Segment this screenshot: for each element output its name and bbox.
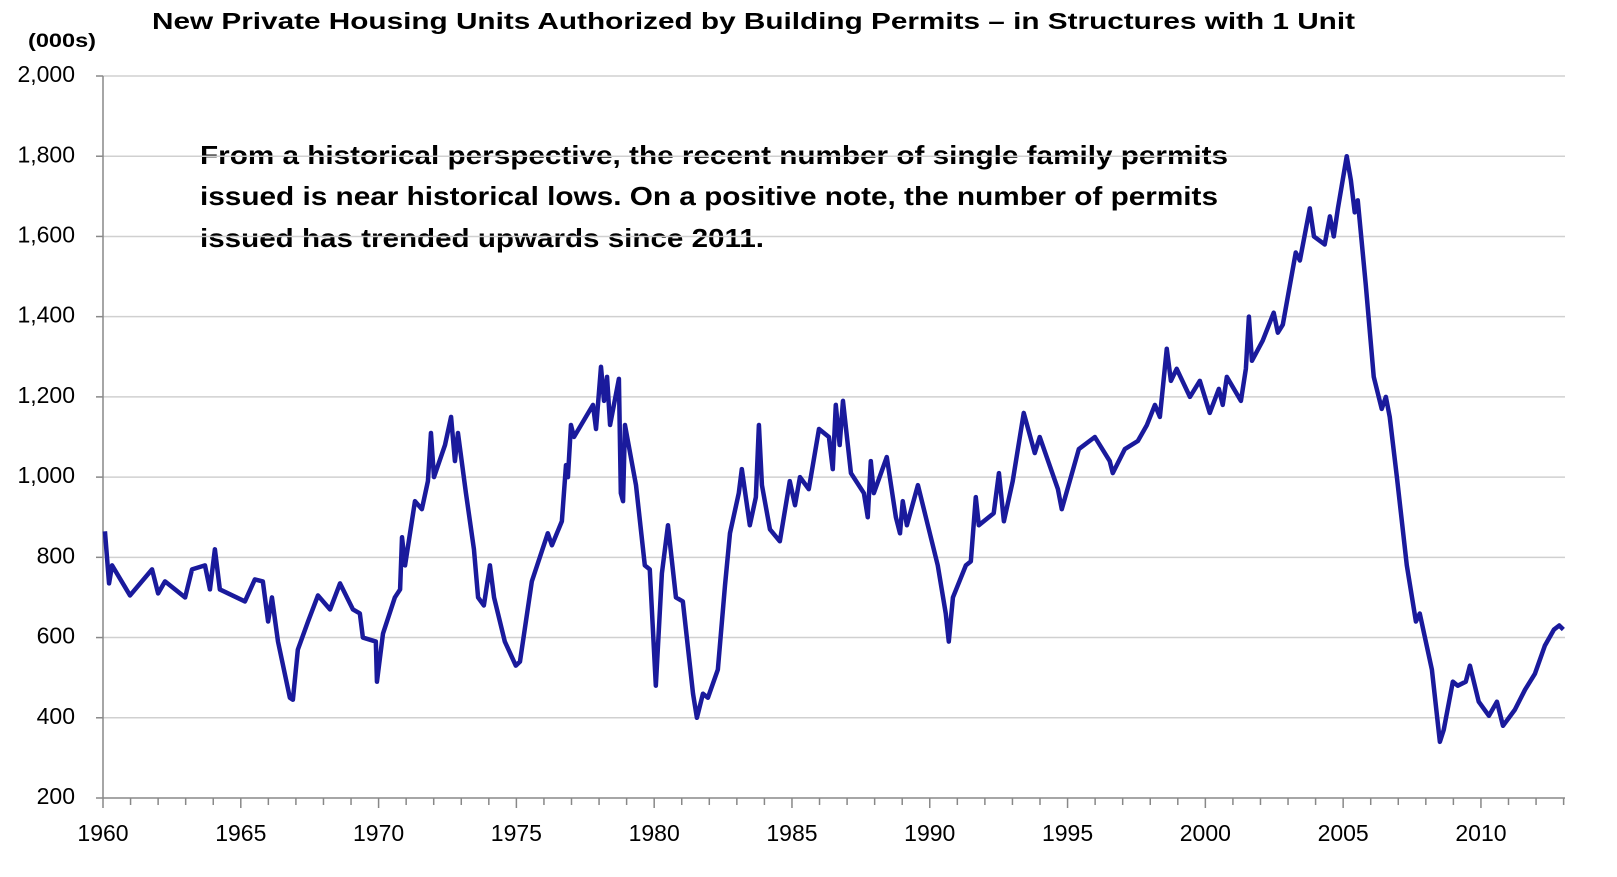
x-tick-label: 1980 xyxy=(629,820,680,846)
x-tick-label: 2000 xyxy=(1180,820,1231,846)
x-tick-label: 1960 xyxy=(77,820,128,846)
chart-title: New Private Housing Units Authorized by … xyxy=(152,8,1355,34)
x-tick-label: 1965 xyxy=(215,820,266,846)
x-tick-label: 1970 xyxy=(353,820,404,846)
y-tick-label: 800 xyxy=(37,542,75,568)
y-tick-label: 1,800 xyxy=(17,141,75,167)
data-line xyxy=(102,153,1565,745)
x-tick-label: 1975 xyxy=(491,820,542,846)
annotation-line: From a historical perspective, the recen… xyxy=(200,140,1228,170)
y-tick-label: 1,400 xyxy=(17,302,75,328)
y-tick-label: 200 xyxy=(37,783,75,809)
y-tick-label: 600 xyxy=(37,623,75,649)
x-tick-label: 2005 xyxy=(1318,820,1369,846)
annotation-line: issued has trended upwards since 2011. xyxy=(200,223,764,253)
y-tick-label: 2,000 xyxy=(17,61,75,87)
x-tick-label: 1990 xyxy=(904,820,955,846)
y-tick-label: 1,600 xyxy=(17,222,75,248)
y-tick-label: 1,000 xyxy=(17,462,75,488)
x-tick-label: 1985 xyxy=(766,820,817,846)
y-tick-label: 400 xyxy=(37,703,75,729)
x-tick-label: 1995 xyxy=(1042,820,1093,846)
annotation-line: issued is near historical lows. On a pos… xyxy=(200,181,1218,211)
y-tick-label: 1,200 xyxy=(17,382,75,408)
x-tick-label: 2010 xyxy=(1455,820,1506,846)
y-axis-label: (000s) xyxy=(28,31,96,52)
